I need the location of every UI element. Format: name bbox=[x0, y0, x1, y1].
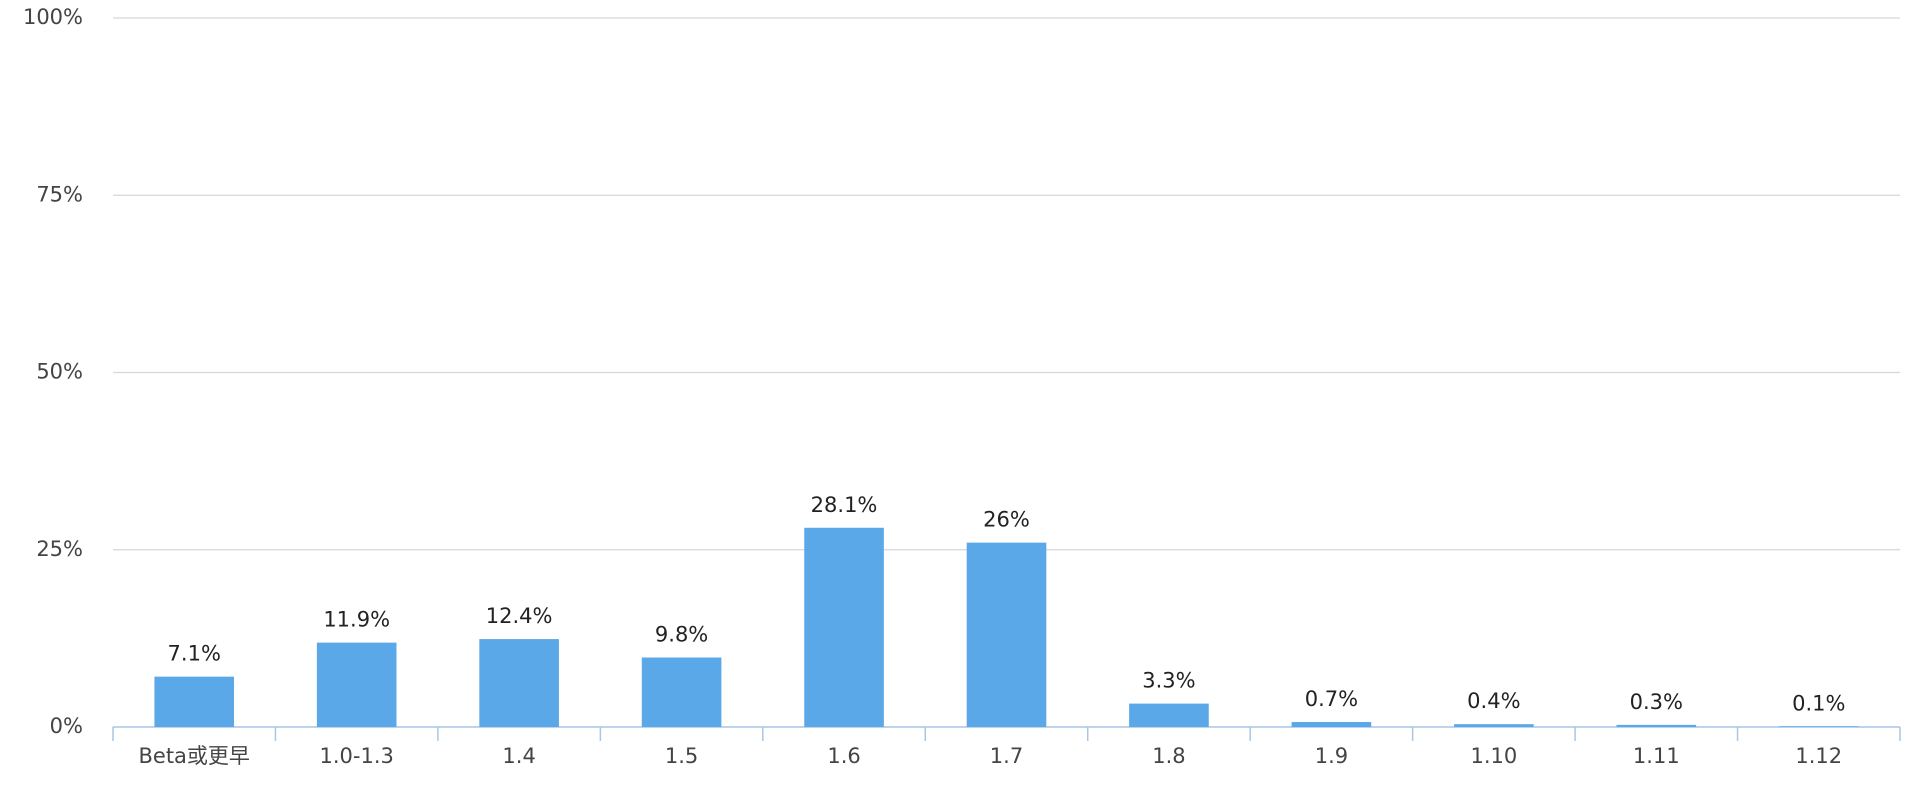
x-tick-label: 1.0-1.3 bbox=[319, 744, 393, 768]
value-label: 26% bbox=[983, 508, 1030, 532]
x-tick-label: 1.9 bbox=[1315, 744, 1348, 768]
value-label: 11.9% bbox=[323, 608, 390, 632]
x-tick-label: Beta或更早 bbox=[139, 744, 250, 768]
y-tick-label: 100% bbox=[23, 5, 83, 29]
value-label: 0.4% bbox=[1467, 689, 1520, 713]
value-label: 0.1% bbox=[1792, 691, 1845, 715]
bar bbox=[1454, 724, 1534, 727]
bar bbox=[804, 527, 884, 727]
value-label: 12.4% bbox=[486, 604, 553, 628]
y-tick-label: 75% bbox=[36, 182, 83, 206]
value-label: 28.1% bbox=[811, 493, 878, 517]
x-tick-label: 1.11 bbox=[1633, 744, 1680, 768]
y-tick-label: 0% bbox=[50, 714, 83, 738]
x-tick-label: 1.12 bbox=[1795, 744, 1842, 768]
bar bbox=[154, 676, 235, 727]
bar bbox=[1778, 726, 1859, 727]
bar bbox=[1129, 703, 1209, 727]
y-tick-label: 25% bbox=[36, 537, 83, 561]
y-tick-label: 50% bbox=[36, 360, 83, 384]
bar bbox=[479, 639, 559, 727]
bar bbox=[1616, 724, 1697, 727]
value-label: 7.1% bbox=[168, 642, 221, 666]
bar bbox=[316, 642, 397, 727]
value-label: 9.8% bbox=[655, 623, 708, 647]
bar bbox=[1291, 722, 1372, 727]
x-tick-label: 1.10 bbox=[1470, 744, 1517, 768]
x-tick-label: 1.6 bbox=[827, 744, 860, 768]
value-label: 0.3% bbox=[1630, 690, 1683, 714]
bar bbox=[641, 657, 722, 727]
bar bbox=[966, 542, 1047, 727]
x-tick-label: 1.5 bbox=[665, 744, 698, 768]
x-tick-label: 1.7 bbox=[990, 744, 1023, 768]
value-label: 0.7% bbox=[1305, 687, 1358, 711]
x-tick-label: 1.4 bbox=[502, 744, 535, 768]
x-tick-label: 1.8 bbox=[1152, 744, 1185, 768]
value-label: 3.3% bbox=[1142, 669, 1195, 693]
